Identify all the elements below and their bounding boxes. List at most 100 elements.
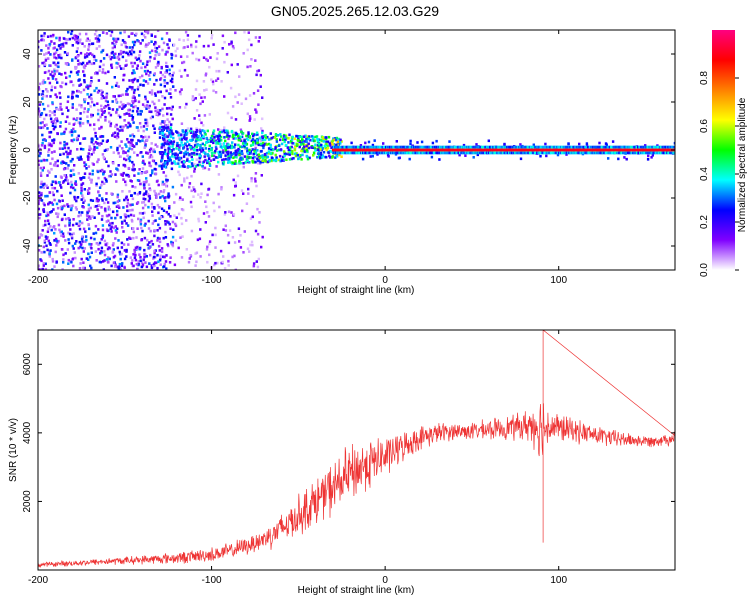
heatmap-cell: [151, 243, 155, 246]
heatmap-cell: [257, 69, 261, 72]
heatmap-cell: [180, 133, 183, 137]
heatmap-cell: [50, 183, 53, 186]
heatmap-cell: [93, 123, 96, 126]
heatmap-cell: [274, 147, 277, 151]
heatmap-cell: [148, 156, 151, 159]
heatmap-cell: [55, 69, 58, 73]
heatmap-cell: [45, 123, 48, 127]
heatmap-cell: [224, 154, 227, 157]
heatmap-cell: [91, 172, 94, 176]
heatmap-cell: [149, 188, 152, 192]
heatmap-cell: [291, 149, 294, 153]
heatmap-cell: [166, 112, 169, 116]
heatmap-cell: [164, 236, 168, 239]
heatmap-cell: [183, 134, 186, 137]
heatmap-cell: [247, 138, 250, 142]
heatmap-cell: [82, 266, 85, 270]
heatmap-cell: [127, 166, 131, 170]
heatmap-cell: [127, 214, 130, 218]
heatmap-cell: [49, 53, 52, 56]
heatmap-cell: [145, 104, 149, 107]
heatmap-cell: [64, 252, 67, 255]
heatmap-cell: [66, 100, 70, 103]
heatmap-cell: [197, 193, 200, 196]
heatmap-cell: [279, 138, 282, 142]
heatmap-cell: [147, 74, 151, 77]
heatmap-cell: [243, 144, 246, 148]
heatmap-cell: [198, 163, 201, 167]
heatmap-cell: [278, 154, 282, 158]
heatmap-cell: [113, 135, 117, 138]
heatmap-cell: [154, 54, 157, 57]
heatmap-cell: [131, 259, 134, 262]
heatmap-cell: [183, 46, 186, 49]
heatmap-cell: [257, 40, 260, 43]
heatmap-cell: [167, 221, 170, 224]
heatmap-cell: [114, 216, 117, 220]
heatmap-cell: [150, 89, 154, 92]
heatmap-cell: [223, 95, 226, 98]
heatmap-cell: [212, 154, 216, 158]
heatmap-cell: [157, 223, 160, 227]
heatmap-cell: [216, 156, 219, 159]
heatmap-cell: [316, 138, 319, 141]
heatmap-cell: [39, 147, 42, 151]
heatmap-cell: [149, 55, 152, 59]
heatmap-cell: [41, 142, 44, 145]
heatmap-cell: [89, 84, 92, 88]
heatmap-cell: [43, 250, 46, 254]
colorbar-tick-label: 0.8: [699, 71, 710, 85]
heatmap-cell: [167, 159, 170, 163]
heatmap-cell: [163, 262, 166, 266]
heatmap-cell: [186, 74, 189, 77]
heatmap-cell: [131, 101, 135, 105]
heatmap-cell: [251, 148, 254, 151]
heatmap-cell: [117, 265, 120, 268]
heatmap-cell: [169, 92, 172, 95]
heatmap-cell: [156, 203, 160, 207]
heatmap-cell: [151, 100, 154, 104]
heatmap-cell: [251, 215, 254, 219]
heatmap-cell: [135, 58, 139, 61]
heatmap-cell: [83, 56, 87, 59]
heatmap-cell: [67, 217, 70, 220]
heatmap-cell: [179, 156, 183, 160]
heatmap-cell: [43, 241, 47, 244]
heatmap-cell: [119, 100, 123, 104]
heatmap-cell: [226, 233, 230, 237]
heatmap-cell: [83, 247, 86, 250]
heatmap-cell: [230, 144, 234, 148]
heatmap-cell: [51, 70, 54, 74]
heatmap-cell: [169, 113, 173, 116]
heatmap-cell: [149, 253, 152, 257]
heatmap-cell: [107, 70, 110, 74]
heatmap-cell: [128, 114, 131, 117]
heatmap-cell: [396, 147, 399, 150]
heatmap-cell: [63, 51, 67, 54]
heatmap-cell: [203, 166, 207, 170]
heatmap-cell: [198, 148, 202, 151]
heatmap-cell: [38, 213, 40, 216]
heatmap-cell: [113, 76, 116, 79]
heatmap-cell: [180, 216, 183, 220]
heatmap-cell: [223, 60, 226, 64]
heatmap-cell: [248, 156, 251, 159]
heatmap-cell: [138, 122, 142, 125]
heatmap-cell: [48, 201, 51, 204]
heatmap-cell: [193, 189, 197, 193]
heatmap-cell: [52, 141, 55, 145]
heatmap-cell: [408, 157, 411, 161]
heatmap-cell: [128, 50, 132, 53]
heatmap-cell: [201, 100, 204, 103]
heatmap-cell: [127, 140, 130, 144]
heatmap-cell: [83, 188, 86, 191]
heatmap-cell: [129, 144, 132, 147]
heatmap-cell: [72, 168, 75, 172]
heatmap-cell: [63, 174, 66, 177]
heatmap-cell: [168, 145, 171, 148]
heatmap-cell: [163, 103, 166, 106]
heatmap-cell: [57, 54, 60, 57]
heatmap-cell: [319, 156, 322, 159]
heatmap-cell: [114, 37, 118, 41]
heatmap-cell: [278, 144, 281, 147]
